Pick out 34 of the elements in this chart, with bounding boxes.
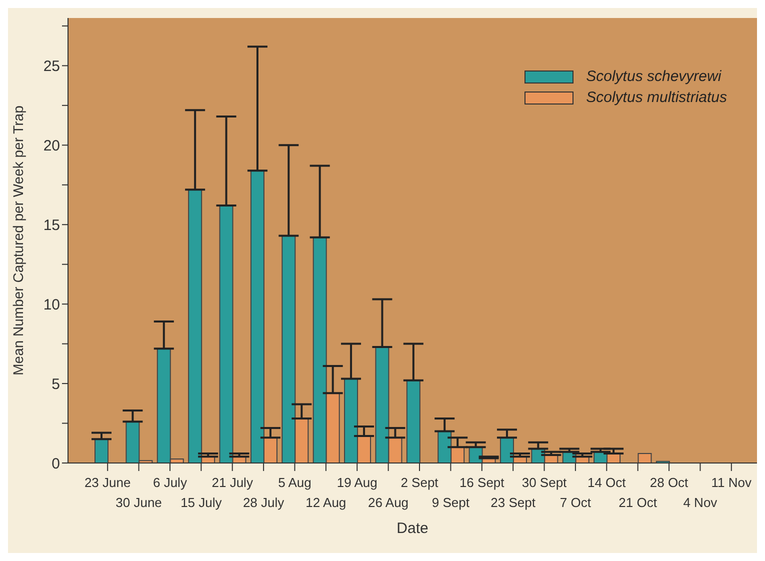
x-tick-label: 9 Sept (432, 495, 470, 510)
x-tick-label: 12 Aug (306, 495, 346, 510)
y-tick-label: 5 (52, 376, 60, 393)
x-tick-label: 21 July (212, 475, 254, 490)
x-tick-label: 15 July (180, 495, 222, 510)
y-axis-title: Mean Number Captured per Week per Trap (10, 105, 26, 376)
y-tick-label: 10 (43, 296, 60, 314)
legend-label: Scolytus multistriatus (586, 89, 727, 106)
bar (406, 380, 420, 463)
y-tick-label: 0 (52, 455, 60, 472)
x-tick-label: 2 Sept (400, 475, 439, 490)
x-tick-label: 5 Aug (278, 475, 312, 490)
x-tick-label: 28 Oct (650, 475, 689, 490)
x-tick-label: 6 July (152, 475, 188, 490)
x-tick-label: 21 Oct (618, 495, 658, 510)
x-tick-label: 4 Nov (683, 495, 718, 510)
x-tick-label: 23 June (84, 475, 131, 490)
x-tick-label: 30 June (116, 495, 162, 510)
x-tick-label: 11 Nov (711, 475, 752, 490)
legend-label: Scolytus schevyrewi (586, 68, 722, 85)
x-tick-label: 26 Aug (368, 495, 409, 510)
bar (94, 438, 108, 463)
x-tick-label: 14 Oct (587, 475, 626, 490)
x-tick-label: 16 Sept (459, 475, 505, 490)
y-tick-label: 20 (43, 137, 60, 154)
y-tick-label: 25 (43, 58, 60, 76)
x-tick-label: 23 Sept (490, 495, 536, 510)
x-axis-title: Date (396, 520, 428, 537)
x-tick-label: 28 July (242, 495, 285, 510)
bar (638, 452, 652, 463)
y-tick-label: 15 (43, 216, 60, 234)
x-tick-label: 19 Aug (336, 475, 378, 490)
x-tick-label: 30 Sept (522, 475, 568, 490)
x-tick-label: 7 Oct (560, 495, 592, 510)
